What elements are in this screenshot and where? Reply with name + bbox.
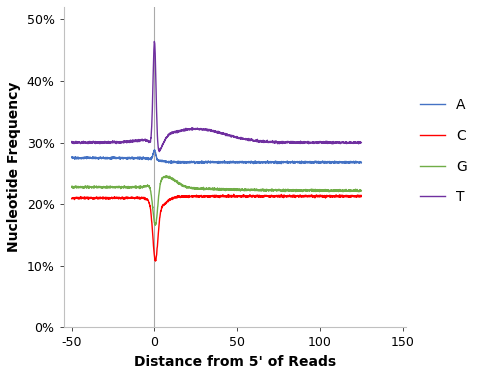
- A: [350, 160, 356, 165]
- A: [202, 161, 208, 165]
- A: [84, 156, 90, 161]
- G: [210, 187, 216, 191]
- C: [350, 194, 356, 198]
- C: [297, 194, 303, 198]
- T: [350, 140, 356, 145]
- Line: A: A: [72, 150, 361, 164]
- G: [152, 223, 158, 227]
- X-axis label: Distance from 5' of Reads: Distance from 5' of Reads: [134, 355, 336, 369]
- T: [69, 139, 75, 144]
- A: [358, 161, 364, 165]
- G: [358, 188, 364, 193]
- T: [84, 140, 90, 145]
- T: [350, 141, 356, 146]
- Line: C: C: [72, 194, 361, 261]
- C: [152, 259, 158, 263]
- G: [84, 185, 90, 190]
- G: [202, 186, 208, 191]
- G: [163, 174, 169, 178]
- C: [210, 194, 216, 199]
- A: [210, 159, 216, 164]
- T: [202, 127, 208, 132]
- C: [231, 192, 237, 197]
- T: [358, 140, 364, 145]
- C: [84, 196, 90, 200]
- T: [151, 39, 157, 44]
- A: [297, 160, 303, 165]
- G: [350, 189, 356, 193]
- G: [350, 188, 356, 193]
- A: [278, 162, 284, 166]
- C: [350, 194, 356, 199]
- G: [297, 188, 303, 193]
- T: [210, 129, 216, 133]
- A: [151, 148, 157, 152]
- T: [156, 149, 162, 154]
- C: [69, 197, 75, 201]
- C: [202, 193, 208, 198]
- Line: T: T: [72, 41, 361, 152]
- A: [69, 155, 75, 159]
- A: [350, 160, 356, 164]
- Y-axis label: Nucleotide Frequency: Nucleotide Frequency: [7, 82, 21, 252]
- C: [358, 194, 364, 199]
- Line: G: G: [72, 176, 361, 225]
- Legend: A, C, G, T: A, C, G, T: [420, 98, 467, 204]
- T: [297, 139, 303, 144]
- G: [69, 185, 75, 189]
